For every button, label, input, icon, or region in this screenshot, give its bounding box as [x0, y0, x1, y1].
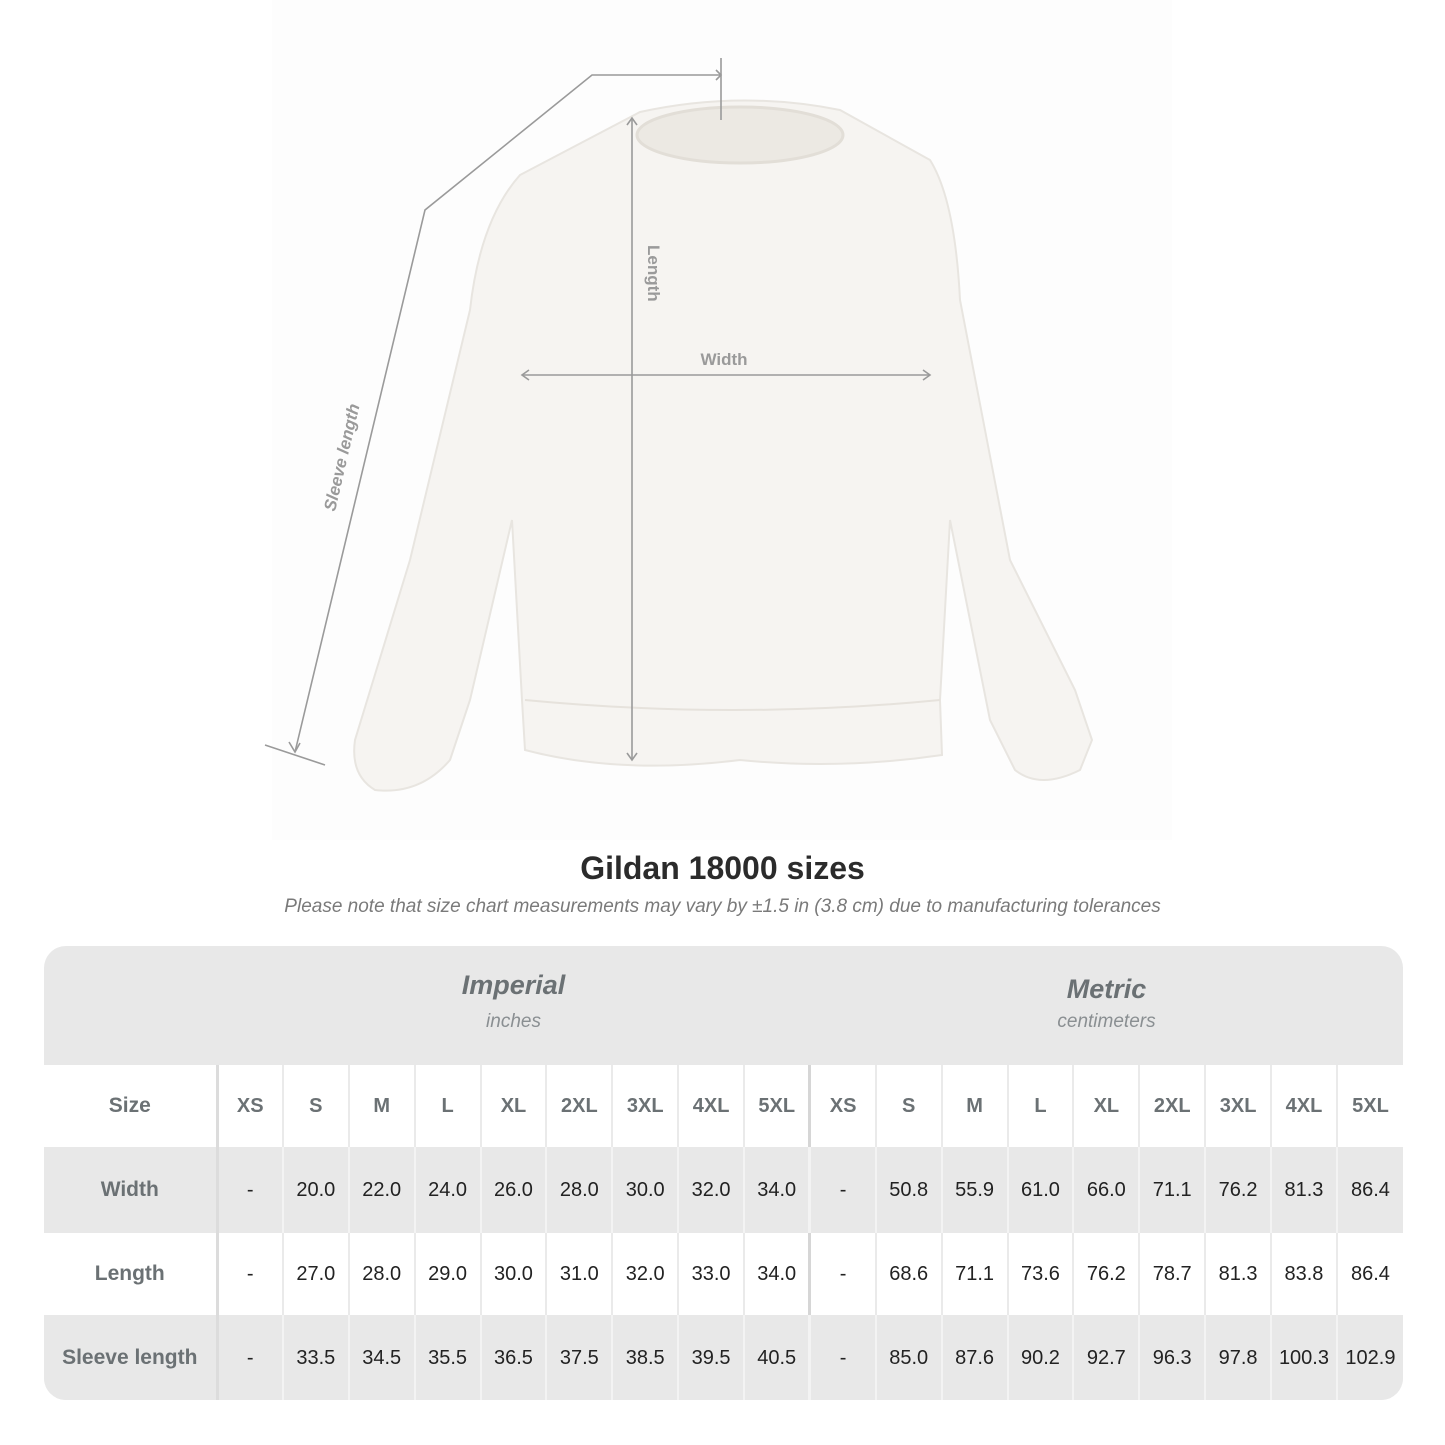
imperial-value-cell: 32.0: [611, 1233, 679, 1315]
metric-heading: Metric: [1066, 974, 1147, 1004]
metric-size-header: 2XL: [1138, 1065, 1206, 1147]
imperial-value-cell: 27.0: [281, 1233, 349, 1315]
imperial-value-cell: 36.5: [479, 1315, 547, 1400]
metric-size-header: L: [1006, 1065, 1074, 1147]
imperial-value-cell: 26.0: [479, 1147, 547, 1233]
imperial-value-cell: 33.5: [281, 1315, 349, 1400]
imperial-value-cell: 40.5: [743, 1315, 810, 1400]
size-header-row: Size XS S M L XL 2XL 3XL 4XL 5XL XS S M L XL 2XL 3XL 4XL 5…: [44, 1065, 1403, 1147]
imperial-value-cell: 38.5: [611, 1315, 679, 1400]
imperial-value-cell: 31.0: [545, 1233, 613, 1315]
imperial-size-header: 2XL: [545, 1065, 613, 1147]
metric-value-cell: 90.2: [1006, 1315, 1074, 1400]
metric-value-cell: -: [808, 1147, 876, 1233]
metric-size-header: 3XL: [1204, 1065, 1272, 1147]
imperial-value-cell: 35.5: [413, 1315, 481, 1400]
metric-size-header: XL: [1072, 1065, 1140, 1147]
imperial-value-cell: 37.5: [545, 1315, 613, 1400]
metric-value-cell: 102.9: [1335, 1315, 1403, 1400]
metric-value-cell: 92.7: [1072, 1315, 1140, 1400]
tolerance-note: Please note that size chart measurements…: [284, 896, 1161, 917]
metric-header: Metric centimeters: [810, 946, 1403, 1063]
imperial-size-header: 4XL: [677, 1065, 745, 1147]
table-row: Sleeve length -33.5 34.5 35.5 36.5 37.5 38.5 39…: [44, 1315, 1403, 1400]
imperial-value-cell: 28.0: [347, 1233, 415, 1315]
metric-value-cell: 96.3: [1138, 1315, 1206, 1400]
metric-size-header: XS: [808, 1065, 876, 1147]
imperial-value-cell: 30.0: [479, 1233, 547, 1315]
row-label: Width: [44, 1147, 219, 1233]
imperial-value-cell: 34.5: [347, 1315, 415, 1400]
imperial-value-cell: -: [216, 1315, 283, 1400]
size-column-label: Size: [44, 1065, 219, 1147]
metric-value-cell: 81.3: [1204, 1233, 1272, 1315]
imperial-value-cell: 20.0: [281, 1147, 349, 1233]
size-table: Size XS S M L XL 2XL 3XL 4XL 5XL XS S M L XL 2XL 3XL 4XL 5…: [44, 1065, 1403, 1400]
metric-value-cell: 73.6: [1006, 1233, 1074, 1315]
row-label: Length: [44, 1233, 219, 1315]
size-table-panel: Imperial inches Metric centimeters Size X…: [44, 946, 1403, 1400]
imperial-size-header: M: [347, 1065, 415, 1147]
imperial-value-cell: 39.5: [677, 1315, 745, 1400]
metric-size-header: 4XL: [1270, 1065, 1337, 1147]
metric-size-header: 5XL: [1335, 1065, 1403, 1147]
metric-value-cell: 83.8: [1270, 1233, 1337, 1315]
imperial-size-header: 5XL: [743, 1065, 810, 1147]
width-label: Width: [700, 350, 747, 369]
metric-value-cell: 68.6: [874, 1233, 942, 1315]
metric-value-cell: 86.4: [1335, 1233, 1403, 1315]
metric-value-cell: 50.8: [874, 1147, 942, 1233]
metric-value-cell: -: [808, 1315, 876, 1400]
metric-value-cell: 87.6: [940, 1315, 1008, 1400]
imperial-size-header: XL: [479, 1065, 547, 1147]
metric-value-cell: 71.1: [940, 1233, 1008, 1315]
metric-value-cell: 66.0: [1072, 1147, 1140, 1233]
imperial-header: Imperial inches: [217, 946, 810, 1063]
sweatshirt-measurement-diagram: Length Width Sleeve length: [264, 58, 1094, 792]
imperial-size-header: S: [281, 1065, 349, 1147]
metric-value-cell: 76.2: [1072, 1233, 1140, 1315]
chart-title: Gildan 18000 sizes: [580, 850, 865, 886]
imperial-unit: inches: [486, 1011, 541, 1032]
imperial-value-cell: 29.0: [413, 1233, 481, 1315]
metric-value-cell: 61.0: [1006, 1147, 1074, 1233]
imperial-value-cell: 34.0: [743, 1147, 810, 1233]
metric-unit: centimeters: [1057, 1011, 1156, 1032]
imperial-heading: Imperial: [461, 970, 566, 1000]
imperial-value-cell: 24.0: [413, 1147, 481, 1233]
metric-value-cell: 76.2: [1204, 1147, 1272, 1233]
imperial-value-cell: -: [216, 1233, 283, 1315]
imperial-value-cell: 33.0: [677, 1233, 745, 1315]
length-label: Length: [644, 245, 663, 302]
table-row: Width -20.0 22.0 24.0 26.0 28.0 30.0 32.0 34.0-5…: [44, 1147, 1403, 1233]
imperial-value-cell: 22.0: [347, 1147, 415, 1233]
imperial-size-header: L: [413, 1065, 481, 1147]
metric-value-cell: 78.7: [1138, 1233, 1206, 1315]
metric-value-cell: 100.3: [1270, 1315, 1337, 1400]
imperial-value-cell: 34.0: [743, 1233, 810, 1315]
imperial-size-header: 3XL: [611, 1065, 679, 1147]
imperial-value-cell: 30.0: [611, 1147, 679, 1233]
metric-size-header: S: [874, 1065, 942, 1147]
metric-size-header: M: [940, 1065, 1008, 1147]
imperial-value-cell: -: [216, 1147, 283, 1233]
metric-value-cell: 81.3: [1270, 1147, 1337, 1233]
metric-value-cell: 86.4: [1335, 1147, 1403, 1233]
imperial-size-header: XS: [216, 1065, 283, 1147]
metric-value-cell: 97.8: [1204, 1315, 1272, 1400]
metric-value-cell: -: [808, 1233, 876, 1315]
metric-value-cell: 85.0: [874, 1315, 942, 1400]
metric-value-cell: 71.1: [1138, 1147, 1206, 1233]
table-row: Length -27.0 28.0 29.0 30.0 31.0 32.0 33.0 34.0-…: [44, 1233, 1403, 1315]
imperial-value-cell: 32.0: [677, 1147, 745, 1233]
imperial-value-cell: 28.0: [545, 1147, 613, 1233]
row-label: Sleeve length: [44, 1315, 219, 1400]
metric-value-cell: 55.9: [940, 1147, 1008, 1233]
sweatshirt-image: [353, 99, 1094, 792]
measurement-lines: [264, 58, 932, 766]
